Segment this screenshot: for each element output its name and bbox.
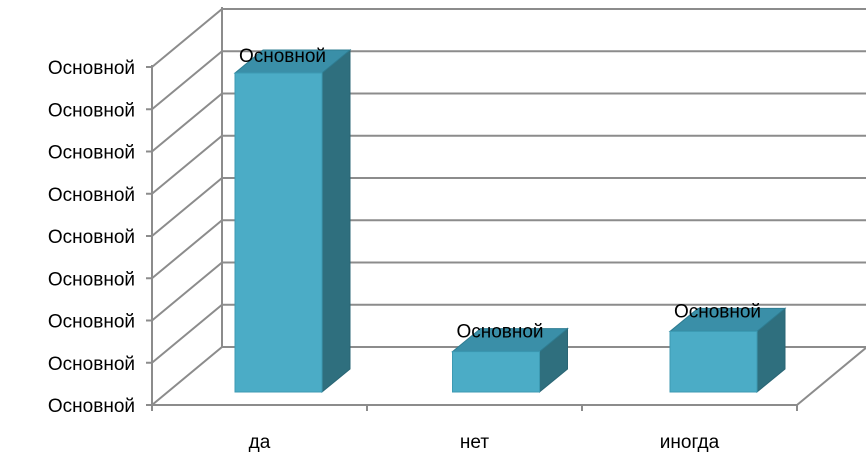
y-tick-label: Основной: [48, 143, 135, 164]
y-tick-label: Основной: [48, 227, 135, 248]
data-label: Основной: [674, 301, 761, 322]
data-labels: Основной Основной Основной: [239, 46, 761, 343]
bar-front-face: [669, 330, 758, 393]
bar-side-face: [321, 48, 351, 394]
bar-front-face: [452, 351, 540, 393]
y-tick-label: Основной: [48, 185, 135, 206]
floor-back-edge: [151, 346, 866, 406]
y-tick-label: Основной: [48, 100, 135, 121]
gridline: [151, 8, 866, 68]
gridline: [151, 92, 866, 153]
y-tick-labels: Основной Основной Основной Основной Основной…: [48, 58, 135, 417]
x-tick-label: иногда: [660, 432, 720, 453]
bar: [451, 327, 569, 394]
x-tick-label: да: [249, 432, 271, 453]
y-tick-label: Основной: [48, 58, 135, 79]
gridline: [151, 303, 866, 364]
x-tick-labels: да нет иногда: [249, 432, 720, 453]
axes: [146, 65, 866, 411]
gridline: [151, 50, 866, 111]
gridlines: [151, 8, 866, 406]
gridline: [151, 177, 866, 237]
bar-front-face: [234, 72, 323, 393]
gridline: [151, 134, 866, 195]
floor-right-edge: [796, 346, 866, 406]
x-tick-label: нет: [460, 432, 489, 453]
gridline: [151, 219, 866, 280]
gridline: [151, 261, 866, 322]
bar: [233, 48, 352, 394]
y-tick-label: Основной: [48, 354, 135, 375]
data-label: Основной: [239, 46, 326, 67]
y-tick-label: Основной: [48, 269, 135, 290]
bars: [233, 48, 787, 394]
bar: [668, 307, 787, 394]
data-label: Основной: [456, 322, 543, 343]
y-tick-label: Основной: [48, 312, 135, 333]
y-tick-label: Основной: [48, 396, 135, 417]
